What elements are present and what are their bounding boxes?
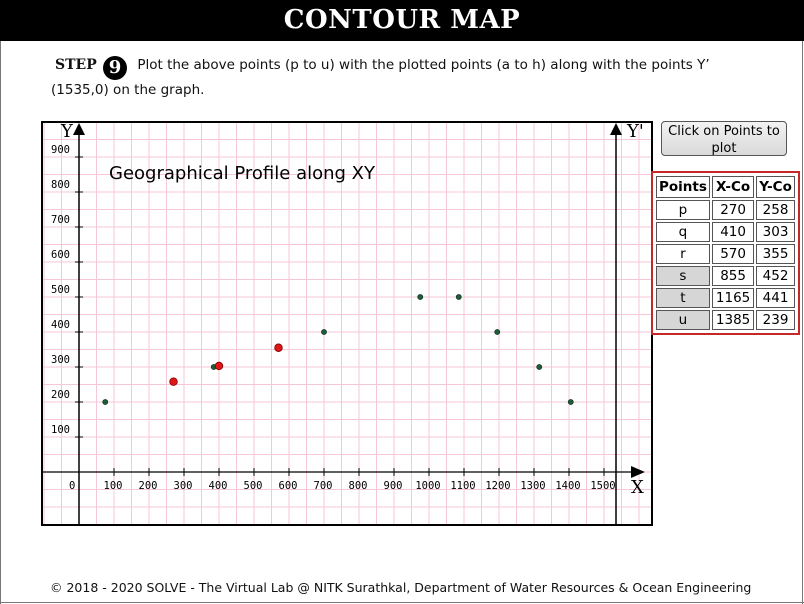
table-row: s 855 452: [656, 266, 795, 286]
y-prime-arrow-icon: [610, 123, 622, 135]
x-tick-label: 400: [209, 480, 228, 492]
frame-left-border: [0, 41, 1, 604]
header-points: Points: [656, 176, 710, 198]
x-coordinate-cell: 570: [711, 244, 755, 264]
points-table: Points X-Co Y-Co p 270 258 q 410 303 r 5…: [651, 171, 800, 335]
x-tick-label: 600: [279, 480, 298, 492]
plotted-point: [102, 399, 109, 405]
plotted-point: [536, 364, 543, 370]
x-axis-label: X: [631, 477, 644, 498]
x-tick-label: 800: [349, 480, 368, 492]
table-row: p 270 258: [656, 200, 795, 220]
y-tick-label: 300: [51, 354, 70, 366]
plotted-point: [417, 294, 424, 300]
graph-canvas[interactable]: 0 100 200 300 400 500 600 700 800 900 1000 1100 1200…: [43, 123, 651, 524]
graph-ticks: 0 100 200 300 400 500 600 700 800 900 1000 1100 1200…: [51, 144, 616, 492]
new-point: [214, 361, 224, 371]
x-tick-label: 0: [69, 480, 75, 492]
header-x-co: X-Co: [711, 176, 755, 198]
step-instruction: STEP 9 Plot the above points (p to u) wi…: [51, 55, 771, 101]
point-name-cell: u: [656, 310, 710, 330]
table-row: q 410 303: [656, 222, 795, 242]
footer-copyright: © 2018 - 2020 SOLVE - The Virtual Lab @ …: [50, 580, 752, 595]
x-axis-arrow-icon: [631, 466, 645, 478]
points-table-header: Points X-Co Y-Co: [656, 176, 795, 198]
x-tick-label: 1300: [520, 480, 545, 492]
table-row: r 570 355: [656, 244, 795, 264]
x-coordinate-cell: 1385: [711, 310, 755, 330]
x-tick-label: 1400: [555, 480, 580, 492]
y-tick-label: 400: [51, 319, 70, 331]
step-label: STEP: [55, 57, 97, 73]
x-coordinate-cell: 1165: [711, 288, 755, 308]
graph-axes: [43, 123, 645, 524]
x-tick-label: 1200: [485, 480, 510, 492]
y-axis-arrow-icon: [73, 123, 85, 135]
table-row: u 1385 239: [656, 310, 795, 330]
plotted-point: [567, 399, 574, 405]
y-tick-label: 100: [51, 424, 70, 436]
plotted-point: [494, 329, 501, 335]
y-tick-label: 700: [51, 214, 70, 226]
x-coordinate-cell: 410: [711, 222, 755, 242]
y-prime-axis-label: Y': [626, 123, 644, 142]
y-coordinate-cell: 452: [756, 266, 795, 286]
plotted-point: [455, 294, 462, 300]
graph-points: [102, 294, 574, 405]
x-coordinate-cell: 270: [711, 200, 755, 220]
y-axis-label: Y: [60, 123, 74, 142]
graph-labels: Y Y' X Geographical Profile along XY: [60, 123, 644, 498]
graph-title: Geographical Profile along XY: [109, 163, 376, 184]
point-name-cell: s: [656, 266, 710, 286]
x-tick-label: 200: [139, 480, 158, 492]
y-tick-label: 800: [51, 179, 70, 191]
frame-bottom-border: [0, 602, 804, 603]
x-tick-label: 900: [384, 480, 403, 492]
new-point: [169, 377, 178, 386]
point-name-cell: r: [656, 244, 710, 264]
x-tick-label: 1100: [450, 480, 475, 492]
new-point: [274, 343, 283, 352]
x-tick-label: 700: [314, 480, 333, 492]
x-tick-label: 500: [244, 480, 263, 492]
point-name-cell: t: [656, 288, 710, 308]
y-coordinate-cell: 239: [756, 310, 795, 330]
y-coordinate-cell: 303: [756, 222, 795, 242]
step-number-badge: 9: [103, 56, 128, 80]
frame-right-border: [802, 41, 803, 604]
y-coordinate-cell: 355: [756, 244, 795, 264]
y-tick-label: 200: [51, 389, 70, 401]
x-tick-label: 1000: [415, 480, 440, 492]
page-title: CONTOUR MAP: [0, 0, 804, 41]
y-tick-label: 900: [51, 144, 70, 156]
step-instruction-text: Plot the above points (p to u) with the …: [51, 57, 710, 98]
y-coordinate-cell: 441: [756, 288, 795, 308]
point-name-cell: q: [656, 222, 710, 242]
plotted-point: [321, 329, 327, 335]
x-coordinate-cell: 855: [711, 266, 755, 286]
point-name-cell: p: [656, 200, 710, 220]
profile-graph[interactable]: 0 100 200 300 400 500 600 700 800 900 1000 1100 1200…: [41, 121, 653, 526]
table-row: t 1165 441: [656, 288, 795, 308]
x-tick-label: 100: [104, 480, 123, 492]
header-y-co: Y-Co: [756, 176, 795, 198]
y-tick-label: 500: [51, 284, 70, 296]
y-tick-label: 600: [51, 249, 70, 261]
plot-points-button[interactable]: Click on Points to plot: [661, 121, 787, 156]
x-tick-label: 300: [174, 480, 193, 492]
x-tick-label: 1500: [590, 480, 615, 492]
y-coordinate-cell: 258: [756, 200, 795, 220]
